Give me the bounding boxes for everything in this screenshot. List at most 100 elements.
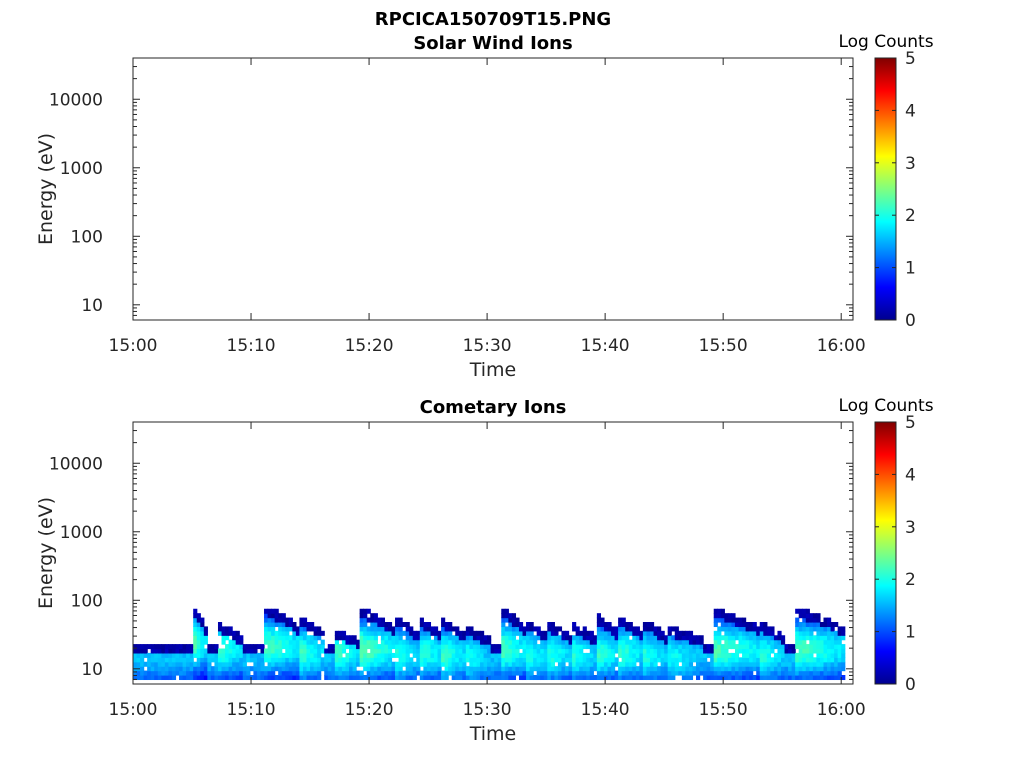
heatmap-cell <box>398 670 403 676</box>
heatmap-cell <box>529 630 534 636</box>
heatmap-cell <box>827 630 832 636</box>
heatmap-cell <box>363 661 368 667</box>
heatmap-cell <box>136 652 141 658</box>
heatmap-cell <box>557 670 563 676</box>
heatmap-cell <box>196 630 201 636</box>
heatmap-cell <box>611 661 616 667</box>
heatmap-cell <box>653 635 658 641</box>
heatmap-cell <box>706 652 711 658</box>
heatmap-cell <box>398 639 403 645</box>
heatmap-cell <box>278 622 283 628</box>
heatmap-cell <box>827 657 832 663</box>
heatmap-cell <box>430 630 435 636</box>
heatmap-cell <box>480 644 485 650</box>
heatmap-cell <box>465 652 470 658</box>
heatmap-cell <box>720 635 725 641</box>
heatmap-cell <box>472 639 478 645</box>
heatmap-cell <box>816 675 821 681</box>
heatmap-cell <box>823 648 828 654</box>
heatmap-cell <box>706 661 711 667</box>
heatmap-cell <box>572 648 577 654</box>
heatmap-cell <box>480 635 485 641</box>
heatmap-cell <box>370 657 375 663</box>
heatmap-cell <box>688 644 694 650</box>
heatmap-cell <box>483 675 488 681</box>
heatmap-cell <box>823 652 828 658</box>
heatmap-cell <box>395 661 400 667</box>
x-tick-label: 15:10 <box>227 700 276 720</box>
y-tick-label: 1000 <box>60 159 103 179</box>
heatmap-cell <box>582 670 587 676</box>
heatmap-cell <box>533 626 538 632</box>
heatmap-cell <box>480 639 485 645</box>
heatmap-cell <box>742 657 747 663</box>
heatmap-cell <box>147 666 152 672</box>
heatmap-cell <box>642 639 648 645</box>
heatmap-cell <box>543 661 548 667</box>
heatmap-cell <box>387 644 393 650</box>
heatmap-cell <box>731 630 736 636</box>
heatmap-cell <box>313 648 318 654</box>
heatmap-cell <box>710 657 715 663</box>
heatmap-cell <box>802 670 807 676</box>
heatmap-cell <box>387 657 393 663</box>
heatmap-cell <box>228 648 233 654</box>
heatmap-cell <box>448 635 453 641</box>
heatmap-cell <box>253 666 258 672</box>
heatmap-cell <box>387 670 393 676</box>
heatmap-cell <box>742 675 747 681</box>
heatmap-cell <box>501 657 506 663</box>
heatmap-cell <box>727 630 733 636</box>
heatmap-cell <box>490 644 495 650</box>
heatmap-cell <box>444 644 449 650</box>
heatmap-cell <box>536 652 541 658</box>
heatmap-cell <box>412 635 417 641</box>
heatmap-cell <box>696 675 701 681</box>
heatmap-cell <box>299 648 304 654</box>
heatmap-cell <box>480 648 485 654</box>
heatmap-cell <box>572 670 577 676</box>
heatmap-cell <box>614 670 619 676</box>
heatmap-cell <box>448 630 453 636</box>
heatmap-cell <box>688 657 694 663</box>
heatmap-cell <box>526 630 531 636</box>
heatmap-cell <box>380 630 386 636</box>
heatmap-cell <box>455 639 460 645</box>
heatmap-cell <box>745 670 750 676</box>
heatmap-cell <box>681 666 686 672</box>
heatmap-cell <box>483 670 488 676</box>
heatmap-cell <box>359 630 364 636</box>
heatmap-cell <box>572 661 577 667</box>
heatmap-cell <box>267 661 272 667</box>
heatmap-cell <box>600 617 605 623</box>
heatmap-cell <box>458 666 463 672</box>
heatmap-cell <box>805 652 810 658</box>
heatmap-cell <box>724 666 729 672</box>
heatmap-cell <box>557 666 563 672</box>
heatmap-cell <box>703 652 708 658</box>
heatmap-cell <box>724 652 729 658</box>
heatmap-cell <box>781 675 786 681</box>
heatmap-cell <box>235 657 240 663</box>
x-tick-label: 15:30 <box>463 700 512 720</box>
heatmap-cell <box>685 675 690 681</box>
heatmap-cell <box>462 635 467 641</box>
heatmap-cell <box>756 675 761 681</box>
heatmap-cell <box>140 675 145 681</box>
heatmap-cell <box>249 666 254 672</box>
heatmap-cell <box>437 648 442 654</box>
heatmap-cell <box>235 670 240 676</box>
heatmap-cell <box>143 652 148 658</box>
heatmap-cell <box>727 622 733 628</box>
heatmap-cell <box>274 635 279 641</box>
heatmap-cell <box>533 657 538 663</box>
heatmap-cell <box>717 657 722 663</box>
heatmap-cell <box>317 626 322 632</box>
heatmap-cell <box>331 644 336 650</box>
heatmap-cell <box>391 675 396 681</box>
heatmap-cell <box>834 652 839 658</box>
heatmap-cell <box>455 661 460 667</box>
heatmap-cell <box>515 630 520 636</box>
heatmap-cell <box>271 666 276 672</box>
heatmap-cell <box>763 630 768 636</box>
